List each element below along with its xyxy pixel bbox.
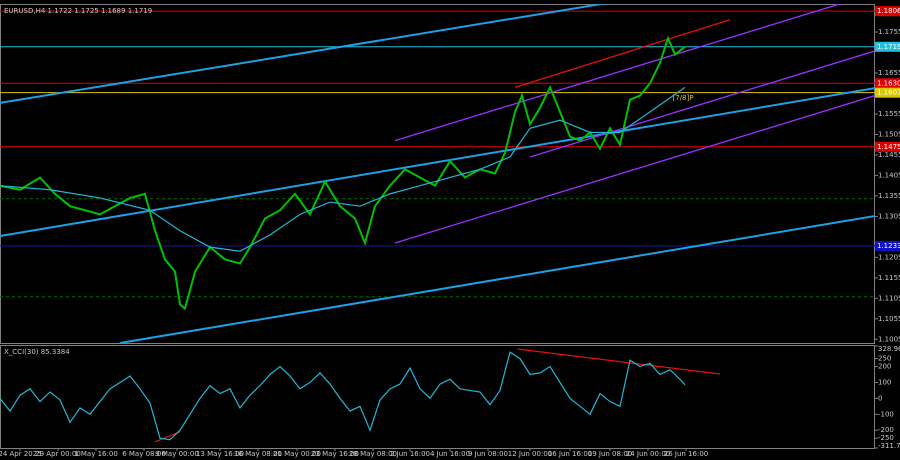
x-tick-label: 1 May 16:00 <box>74 450 118 458</box>
y-tick-label: 1.1005 <box>878 335 900 343</box>
level-label: 1.1630 <box>877 79 900 87</box>
level-tag <box>875 240 900 251</box>
level-tag <box>875 87 900 98</box>
y-tick-label: 1.1055 <box>878 315 900 323</box>
y-tick-label: -311.7988 <box>878 442 900 450</box>
y-tick-label: 1.1105 <box>878 294 900 302</box>
y-tick-label: 1.1205 <box>878 253 900 261</box>
y-tick-label: 1.1405 <box>878 171 900 179</box>
y-tick-label: -100 <box>878 410 894 418</box>
cci-panel-frame <box>0 345 875 449</box>
level-tag <box>875 141 900 152</box>
series-line <box>0 351 686 441</box>
y-tick-label: 1.1555 <box>878 110 900 118</box>
trend-line <box>514 19 731 88</box>
level-tag <box>875 78 900 89</box>
trend-line <box>529 50 875 158</box>
series-line <box>0 35 686 311</box>
x-tick-label: 2 Jun 16:00 <box>390 450 430 458</box>
y-tick-label: 1.1655 <box>878 69 900 77</box>
y-tick-label: 1.1455 <box>878 151 900 159</box>
x-tick-label: 9 May 00:00 <box>155 450 199 458</box>
x-tick-label: 16 Jun 16:00 <box>548 450 592 458</box>
level-label: 1.1607 <box>877 89 900 97</box>
x-tick-label: 21 May 00:00 <box>273 450 321 458</box>
x-tick-label: 19 Jun 08:00 <box>588 450 632 458</box>
x-tick-label: 12 Jun 00:00 <box>508 450 552 458</box>
panel-title: X_CCI(30) 85.3384 <box>4 348 70 356</box>
y-tick-label: -250 <box>878 434 894 442</box>
y-tick-label: 1.1755 <box>878 28 900 36</box>
series-line <box>0 86 686 252</box>
y-tick-label: -200 <box>878 426 894 434</box>
trend-line <box>517 348 721 375</box>
x-tick-label: 16 May 08:00 <box>234 450 282 458</box>
x-tick-label: 24 Jun 00:00 <box>626 450 670 458</box>
y-tick-label: 1.1155 <box>878 274 900 282</box>
level-label: 1.1475 <box>877 143 900 151</box>
x-tick-label: 23 May 16:00 <box>311 450 359 458</box>
annotation: [7/8]P <box>673 94 694 102</box>
x-tick-label: 4 Jun 16:00 <box>430 450 470 458</box>
trend-line <box>0 4 608 104</box>
y-tick-label: 1.1505 <box>878 130 900 138</box>
trend-line <box>119 215 875 344</box>
level-tag <box>875 41 900 52</box>
trend-line <box>394 94 875 244</box>
y-tick-label: 1.1355 <box>878 192 900 200</box>
y-tick-label: 328.9647 <box>878 345 900 353</box>
y-tick-label: 250 <box>878 355 891 363</box>
y-tick-label: 200 <box>878 363 891 371</box>
trend-line <box>0 87 875 238</box>
level-tag <box>875 6 900 17</box>
x-tick-label: 26 Jun 16:00 <box>664 450 708 458</box>
x-tick-label: 28 May 08:00 <box>349 450 397 458</box>
y-tick-label: 0 <box>878 394 882 402</box>
x-tick-label: 13 May 16:00 <box>196 450 244 458</box>
main-panel-frame <box>0 4 875 344</box>
x-tick-label: 6 May 08:00 <box>122 450 166 458</box>
plot-area <box>0 348 721 443</box>
x-tick-label: 9 Jun 08:00 <box>468 450 508 458</box>
level-label: 1.1233 <box>877 242 900 250</box>
trend-line <box>394 4 842 142</box>
level-label: 1.1806 <box>877 7 900 15</box>
plot-area <box>0 4 875 344</box>
level-label: 1.1719 <box>877 43 900 51</box>
y-tick-label: 100 <box>878 378 891 386</box>
x-tick-label: 29 Apr 00:00 <box>35 450 81 458</box>
panel-title: EURUSD,H4 1.1722 1.1725 1.1689 1.1719 <box>4 7 152 15</box>
x-tick-label: 24 Apr 2025 <box>0 450 42 458</box>
y-tick-label: 1.1305 <box>878 212 900 220</box>
